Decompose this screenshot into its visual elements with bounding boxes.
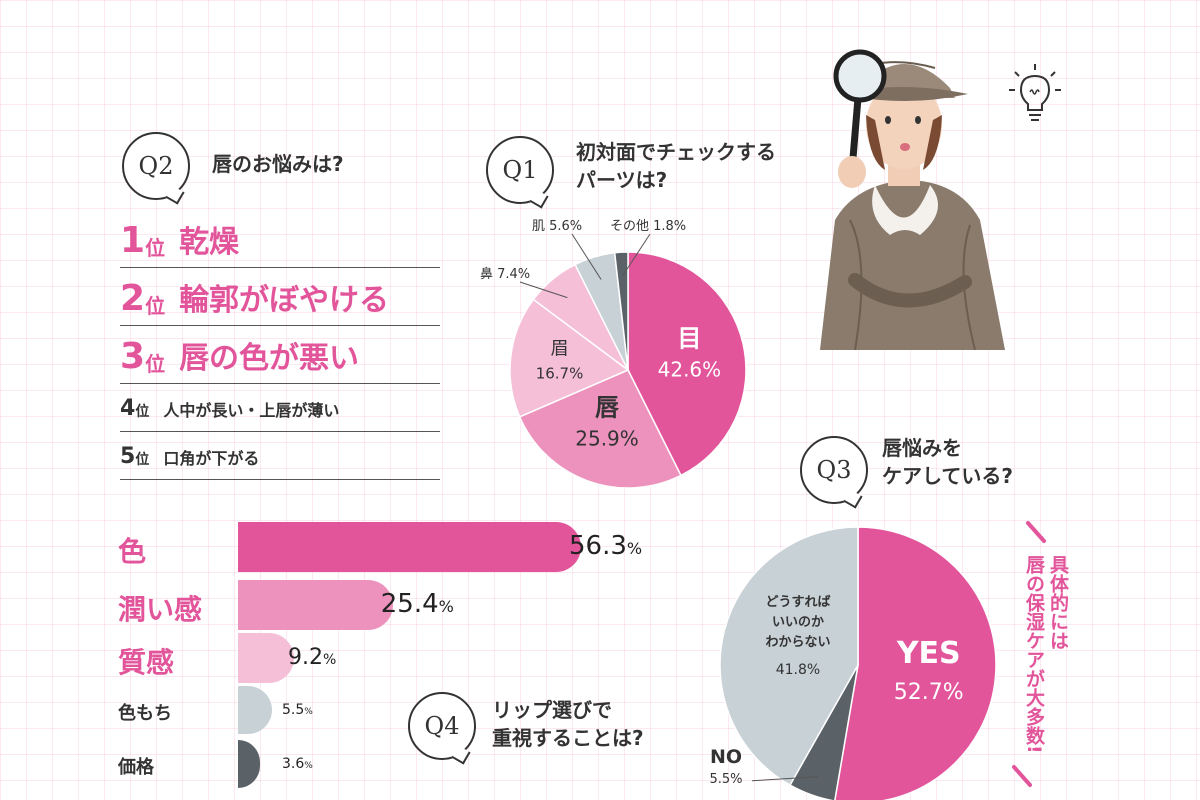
bar-label-2: 質感 <box>118 646 175 680</box>
rank-number: 5 <box>120 444 136 469</box>
pie1-label-2: 眉 16.7% <box>536 338 584 382</box>
q2-badge: Q2 <box>122 132 190 200</box>
pie2-slice-0 <box>834 526 997 800</box>
detective-illustration <box>820 49 1005 350</box>
bar-value-3: 5.5% <box>282 702 313 718</box>
bar-0 <box>238 522 581 572</box>
bar-label-0: 色 <box>118 535 147 569</box>
pie2-label-2: どうすればいいのかわからない 41.8% <box>765 595 830 678</box>
q3-pie-chart: YES 52.7% どうすればいいのかわからない 41.8% NO 5.5% <box>709 526 997 800</box>
q3-side-note: 具体的には 唇の保湿ケアが大多数! <box>1012 521 1069 787</box>
q1-title-line2: パーツは? <box>576 168 668 192</box>
bar-label-3: 色もち <box>118 703 172 725</box>
bar-value-number: 3.6 <box>282 755 305 772</box>
q3-title-line2: ケアしている? <box>882 464 1014 488</box>
q4-title-line1: リップ選びで <box>492 698 612 722</box>
rank-number: 2 <box>120 278 146 319</box>
q1-title-line1: 初対面でチェックする <box>576 140 776 164</box>
bar-value-0: 56.3% <box>569 531 642 561</box>
bar-4 <box>238 740 260 788</box>
person-icon <box>820 61 1005 350</box>
rank-suffix: 位 <box>135 404 150 420</box>
q1-title: 初対面でチェックする パーツは? <box>576 138 776 194</box>
rank-text: 人中が長い・上唇が薄い <box>163 401 340 420</box>
pie2-label-1: NO 5.5% <box>709 746 742 787</box>
lightbulb-icon <box>1009 64 1061 121</box>
rank-suffix: 位 <box>145 236 166 260</box>
pie1-label-5: その他 1.8% <box>610 219 686 234</box>
bar-value-number: 56.3 <box>569 531 627 562</box>
pie1-slice-5 <box>613 251 629 371</box>
rank-text: 口角が下がる <box>163 449 260 468</box>
pie1-label-4: 肌 5.6% <box>532 219 582 234</box>
bar-value-1: 25.4% <box>381 589 454 619</box>
q1-pie-chart: 目 42.6% 唇 25.9% 眉 16.7% 鼻 7.4% 肌 5.6% その他 1.8% <box>480 219 747 489</box>
rank-suffix: 位 <box>135 452 150 468</box>
pie1-leader-5 <box>622 233 651 277</box>
pie2-label-0: YES 52.7% <box>894 636 964 705</box>
pie1-label-1: 唇 25.9% <box>575 394 639 451</box>
rank-item-2: 2 位 輪郭がぼやける <box>120 268 440 326</box>
pie1-label-3: 鼻 7.4% <box>480 266 530 282</box>
bar-value-unit: % <box>304 706 313 717</box>
bar-value-number: 9.2 <box>288 644 324 670</box>
rank-suffix: 位 <box>145 352 166 376</box>
rank-text: 乾燥 <box>179 225 240 260</box>
q2-badge-label: Q2 <box>138 152 174 180</box>
bar-2 <box>238 633 295 683</box>
rank-item-1: 1 位 乾燥 <box>120 210 440 268</box>
bar-label-4: 価格 <box>118 757 154 779</box>
q3-title-line1: 唇悩みを <box>882 436 962 460</box>
pie1-slice-0 <box>627 251 747 477</box>
pie1-slice-2 <box>509 298 630 418</box>
bar-value-4: 3.6% <box>282 756 313 772</box>
q3-title: 唇悩みを ケアしている? <box>882 434 1013 490</box>
bar-value-unit: % <box>626 539 643 559</box>
rank-number: 3 <box>120 336 146 377</box>
pie1-leader-4 <box>571 233 602 280</box>
q2-title: 唇のお悩みは? <box>212 152 344 176</box>
rank-number: 4 <box>120 396 136 421</box>
q1-badge: Q1 <box>486 136 554 204</box>
side-note-line2: 唇の保湿ケアが大多数! <box>1023 555 1046 754</box>
pie2-leader-1 <box>751 776 819 782</box>
pie1-leader-3 <box>519 281 568 299</box>
bar-3 <box>238 686 272 734</box>
q4-title-line2: 重視することは? <box>492 726 644 750</box>
magnifier-icon <box>833 49 887 188</box>
pie1-label-0: 目 42.6% <box>658 324 722 381</box>
rank-suffix: 位 <box>145 294 166 318</box>
q3-badge-label: Q3 <box>816 456 852 484</box>
bar-label-1: 潤い感 <box>118 593 203 627</box>
q4-badge: Q4 <box>408 692 476 760</box>
rank-text: 唇の色が悪い <box>179 341 360 376</box>
bar-value-unit: % <box>438 597 454 617</box>
q1-badge-label: Q1 <box>502 156 538 184</box>
rank-item-5: 5 位 口角が下がる <box>120 432 440 480</box>
bar-value-number: 5.5 <box>282 701 305 718</box>
pie2-slice-2 <box>719 526 859 787</box>
side-note-line1: 具体的には <box>1047 555 1069 650</box>
rank-item-3: 3 位 唇の色が悪い <box>120 326 440 384</box>
bar-value-number: 25.4 <box>380 589 439 620</box>
rank-item-4: 4 位 人中が長い・上唇が薄い <box>120 384 440 432</box>
bar-value-unit: % <box>323 651 337 668</box>
q4-title: リップ選びで 重視することは? <box>492 696 644 752</box>
bar-value-unit: % <box>304 760 313 771</box>
q4-badge-label: Q4 <box>424 712 460 740</box>
bar-1 <box>238 580 393 630</box>
bar-value-2: 9.2% <box>288 645 336 670</box>
q3-badge: Q3 <box>800 436 868 504</box>
rank-number: 1 <box>120 220 146 261</box>
rank-text: 輪郭がぼやける <box>179 283 390 318</box>
